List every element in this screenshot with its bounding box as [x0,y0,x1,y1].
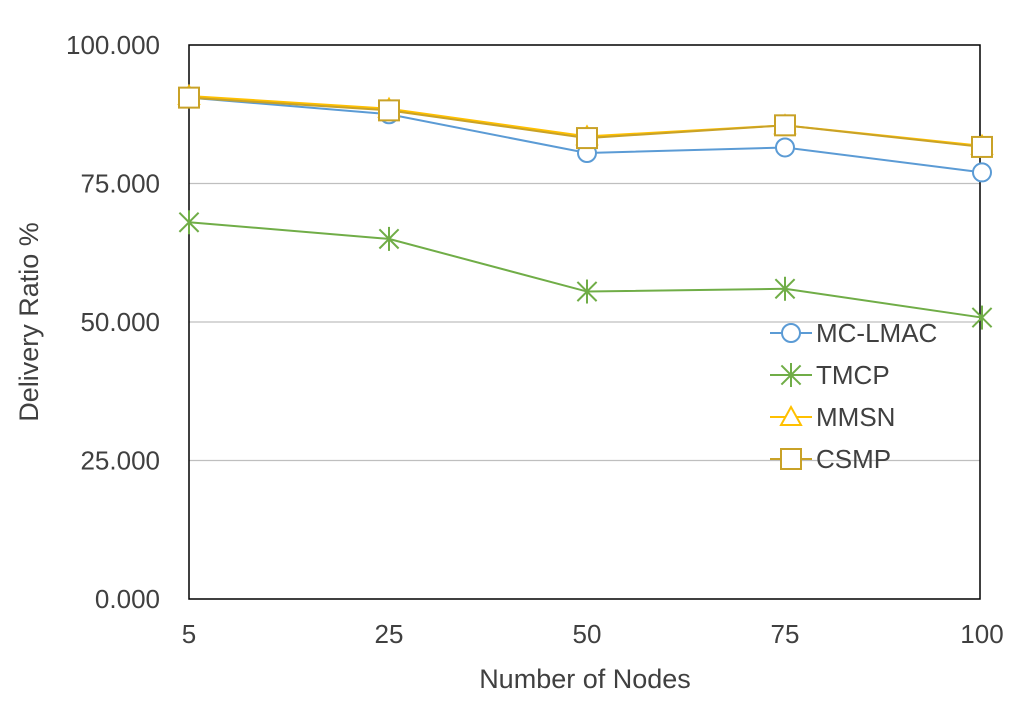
y-tick-label: 25.000 [80,446,160,476]
x-tick-label: 100 [960,619,1003,649]
y-tick-label: 0.000 [95,584,160,614]
legend-item-mmsn: MMSN [770,402,895,432]
legend-marker-csmp [780,448,802,470]
series-tmcp [178,210,993,330]
legend-item-tmcp: TMCP [770,360,890,390]
y-tick-label: 75.000 [80,169,160,199]
x-tick-labels: 5 25 50 75 100 [182,619,1004,649]
x-tick-label: 25 [375,619,404,649]
legend-marker-tmcp [780,363,802,387]
y-tick-label: 100.000 [66,30,160,60]
x-tick-label: 5 [182,619,196,649]
legend-label: MC-LMAC [816,318,937,348]
data-point-csmp [576,127,598,150]
data-point-mc-lmac [972,162,992,183]
x-tick-label: 50 [573,619,602,649]
data-point-mc-lmac [775,137,795,158]
data-point-tmcp [971,305,993,330]
data-point-tmcp [178,210,200,235]
y-tick-label: 50.000 [80,307,160,337]
series-layer [177,83,994,330]
legend-marker-mc-lmac [781,323,801,343]
plot-area-frame [188,44,981,600]
legend-item-csmp: CSMP [770,444,891,474]
legend-label: TMCP [816,360,890,390]
legend-item-mc-lmac: MC-LMAC [770,318,937,348]
legend: MC-LMAC TMCP MMSN CSMP [770,318,937,474]
x-tick-label: 75 [771,619,800,649]
data-point-csmp [378,99,400,122]
data-point-tmcp [378,226,400,251]
data-point-tmcp [774,276,796,301]
data-point-tmcp [576,279,598,304]
legend-label: CSMP [816,444,891,474]
data-point-csmp [178,86,200,109]
x-axis-title: Number of Nodes [479,664,691,694]
gridlines [189,182,980,462]
series-line-tmcp [188,221,983,319]
y-tick-labels: 0.000 25.000 50.000 75.000 100.000 [66,30,160,614]
data-point-csmp [774,114,796,137]
data-point-csmp [971,135,993,158]
series-csmp [178,86,993,158]
legend-marker-mmsn [779,404,803,426]
legend-label: MMSN [816,402,895,432]
y-axis-title: Delivery Ratio % [14,222,44,422]
